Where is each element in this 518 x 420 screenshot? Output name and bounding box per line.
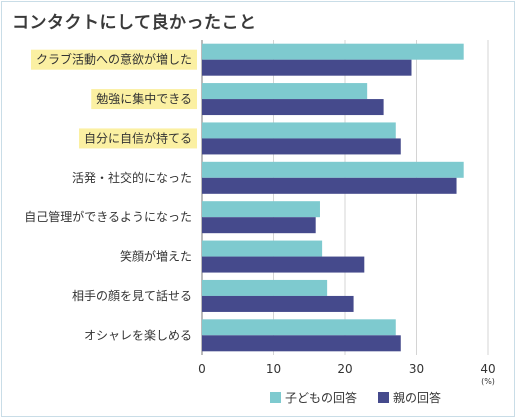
category-label: 自己管理ができるようになった	[24, 209, 192, 224]
bar-children	[202, 122, 396, 139]
bar-children	[202, 319, 396, 336]
category-highlight	[91, 89, 197, 110]
x-tick-label: 10	[266, 362, 281, 376]
category-label: 活発・社交的になった	[72, 170, 192, 185]
legend-label-parents: 親の回答	[393, 390, 441, 405]
bar-parents	[202, 99, 384, 116]
bar-children	[202, 83, 368, 100]
x-tick-label: 0	[198, 362, 206, 376]
bar-children	[202, 279, 328, 296]
chart-title: コンタクトにして良かったこと	[12, 13, 257, 33]
category-label: 自分に自信が持てる	[84, 130, 192, 145]
unit-label: (%)	[481, 377, 495, 386]
bar-parents	[202, 295, 354, 312]
category-highlight	[78, 128, 197, 149]
x-tick-label: 40	[480, 362, 495, 376]
category-label: オシャレを楽しめる	[84, 328, 192, 342]
category-label: 笑顔が増えた	[120, 249, 192, 264]
category-highlight	[30, 49, 197, 70]
bar-children	[202, 240, 323, 257]
category-label: 相手の顔を見て話せる	[72, 288, 192, 303]
legend-swatch-parents	[378, 392, 389, 403]
category-label: クラブ活動への意欲が増した	[36, 52, 192, 67]
legend-swatch-children	[270, 392, 281, 403]
bar-parents	[202, 217, 316, 234]
bar-parents	[202, 138, 401, 155]
category-label: 勉強に集中できる	[96, 91, 192, 106]
bar-parents	[202, 59, 412, 76]
bar-children	[202, 201, 320, 218]
bar-children	[202, 161, 464, 178]
x-tick-label: 20	[337, 362, 352, 376]
bar-parents	[202, 335, 401, 352]
x-tick-label: 30	[409, 362, 424, 376]
bar-children	[202, 43, 464, 60]
bar-parents	[202, 256, 365, 273]
legend-label-children: 子どもの回答	[285, 390, 357, 405]
bar-parents	[202, 177, 457, 194]
